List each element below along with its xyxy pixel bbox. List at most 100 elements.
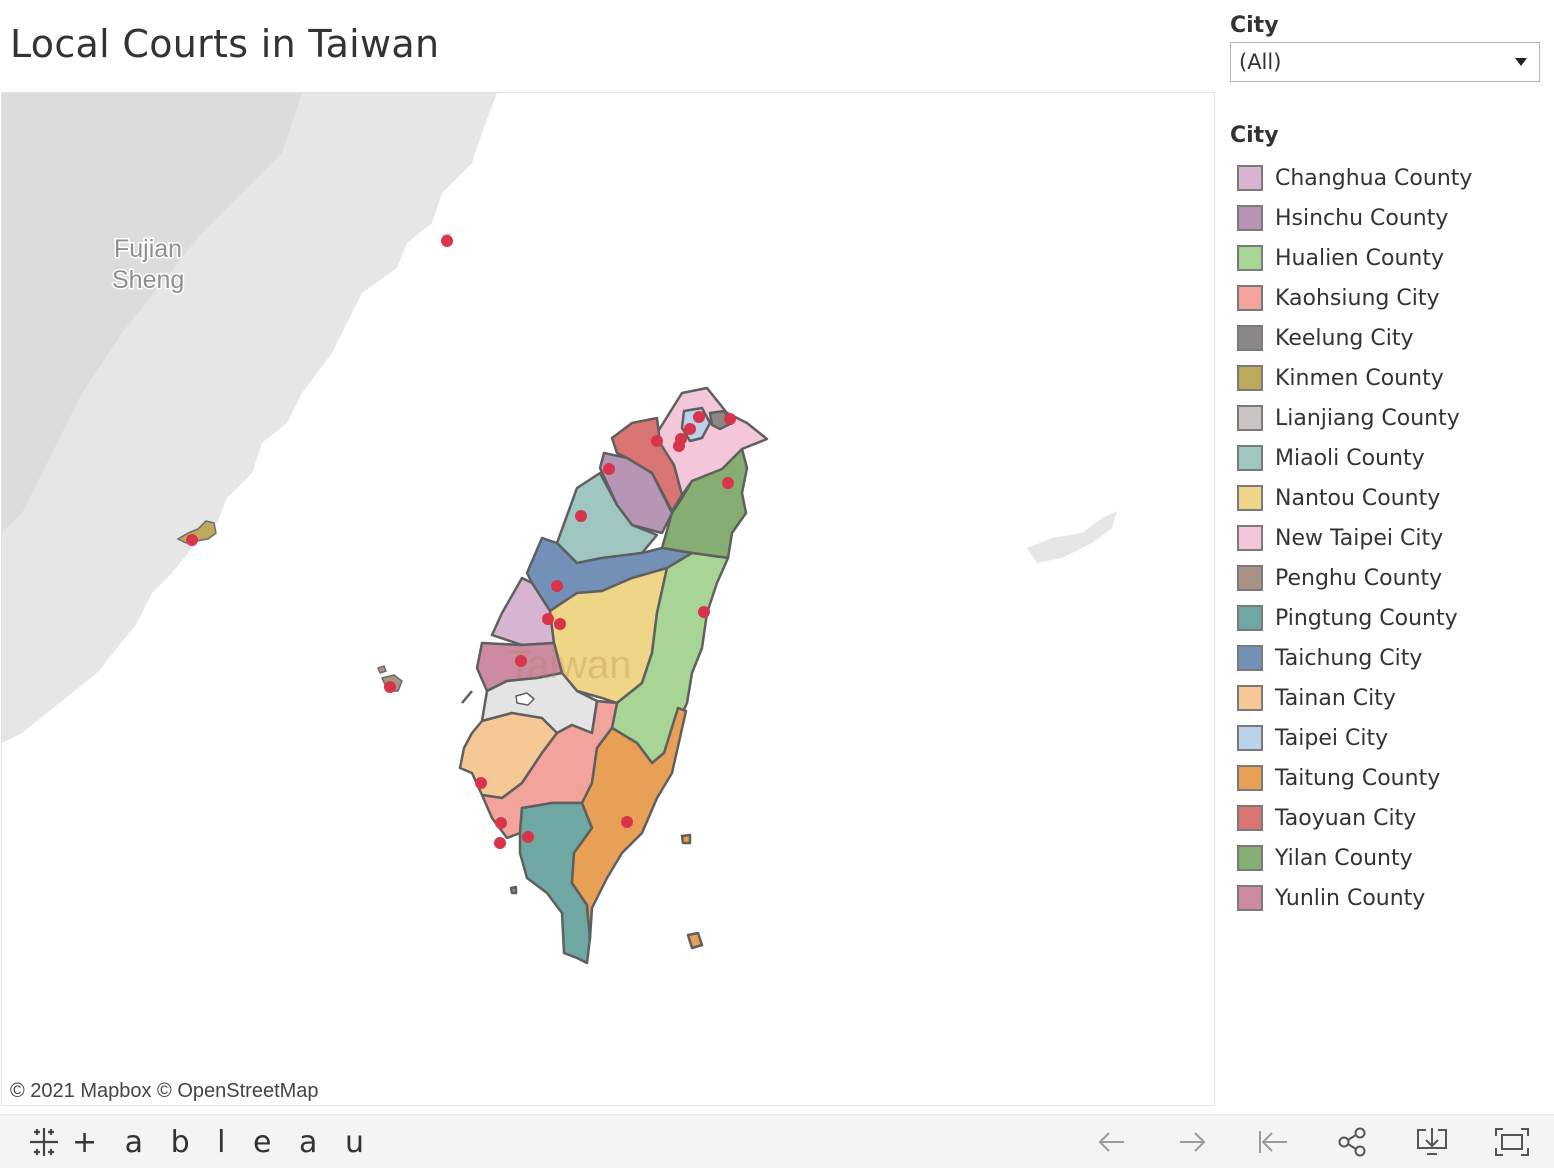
court-marker[interactable] (186, 534, 198, 546)
legend-swatch (1237, 845, 1263, 871)
tableau-logo[interactable]: + a b l e a u (26, 1124, 373, 1160)
court-marker[interactable] (475, 777, 487, 789)
legend-swatch (1237, 165, 1263, 191)
court-marker[interactable] (441, 235, 453, 247)
legend-swatch (1237, 485, 1263, 511)
legend-item[interactable]: Nantou County (1230, 478, 1544, 518)
fullscreen-button[interactable] (1492, 1123, 1532, 1161)
undo-icon (1098, 1132, 1124, 1152)
legend-item[interactable]: Changhua County (1230, 158, 1544, 198)
map-attribution[interactable]: © 2021 Mapbox © OpenStreetMap (6, 1080, 323, 1103)
chevron-down-icon (1515, 58, 1527, 66)
legend-label: Nantou County (1275, 485, 1441, 511)
legend-swatch (1237, 885, 1263, 911)
court-marker[interactable] (722, 477, 734, 489)
legend-label: New Taipei City (1275, 525, 1444, 551)
green-island (680, 833, 692, 845)
legend-label: Taitung County (1275, 765, 1441, 791)
map-view[interactable]: Fujian Sheng Taiwan (1, 92, 1215, 1106)
legend-swatch (1237, 765, 1263, 791)
legend-item[interactable]: Yilan County (1230, 838, 1544, 878)
legend-label: Pingtung County (1275, 605, 1458, 631)
legend-item[interactable]: Pingtung County (1230, 598, 1544, 638)
map-label-province-line1: Fujian (114, 235, 182, 263)
court-marker[interactable] (494, 837, 506, 849)
court-marker[interactable] (603, 463, 615, 475)
taiwan-regions (458, 386, 769, 965)
court-marker[interactable] (684, 423, 696, 435)
fullscreen-icon (1495, 1128, 1529, 1156)
legend-swatch (1237, 405, 1263, 431)
region-yilan[interactable] (660, 447, 749, 560)
court-marker[interactable] (651, 435, 663, 447)
undo-button[interactable] (1092, 1123, 1132, 1161)
legend-item[interactable]: Penghu County (1230, 558, 1544, 598)
legend-swatch (1237, 565, 1263, 591)
tableau-wordmark: + a b l e a u (72, 1124, 373, 1160)
penghu-islet (377, 665, 387, 674)
region-hsinchu[interactable] (598, 451, 674, 535)
map-label-province-line2: Sheng (112, 266, 184, 294)
city-filter-dropdown[interactable]: (All) (1230, 42, 1540, 82)
legend-label: Tainan City (1275, 685, 1396, 711)
liuqiu-island (509, 885, 518, 895)
revert-button[interactable] (1253, 1123, 1293, 1161)
court-marker[interactable] (693, 411, 705, 423)
legend-swatch (1237, 365, 1263, 391)
legend-item[interactable]: Taitung County (1230, 758, 1544, 798)
legend-item[interactable]: Lianjiang County (1230, 398, 1544, 438)
legend-label: Hualien County (1275, 245, 1445, 271)
legend-label: Penghu County (1275, 565, 1443, 591)
court-marker[interactable] (554, 618, 566, 630)
legend-label: Hsinchu County (1275, 205, 1449, 231)
legend-item[interactable]: Kaohsiung City (1230, 278, 1544, 318)
legend-item[interactable]: Taoyuan City (1230, 798, 1544, 838)
revert-icon (1259, 1131, 1287, 1153)
legend-label: Kinmen County (1275, 365, 1444, 391)
legend-item[interactable]: Hualien County (1230, 238, 1544, 278)
legend-item[interactable]: Taipei City (1230, 718, 1544, 758)
court-marker[interactable] (495, 817, 507, 829)
court-marker[interactable] (551, 580, 563, 592)
city-filter-value: (All) (1239, 50, 1282, 74)
court-marker[interactable] (515, 655, 527, 667)
court-marker[interactable] (621, 816, 633, 828)
court-marker[interactable] (575, 510, 587, 522)
legend-swatch (1237, 725, 1263, 751)
court-marker[interactable] (724, 413, 736, 425)
share-button[interactable] (1332, 1123, 1372, 1161)
legend-item[interactable]: Hsinchu County (1230, 198, 1544, 238)
legend-item[interactable]: Kinmen County (1230, 358, 1544, 398)
toolbar: + a b l e a u (0, 1114, 1554, 1168)
chiayi-city (515, 692, 535, 706)
legend-label: Miaoli County (1275, 445, 1425, 471)
legend-swatch (1237, 245, 1263, 271)
map-canvas[interactable]: Fujian Sheng Taiwan (2, 93, 1215, 1106)
legend-item[interactable]: New Taipei City (1230, 518, 1544, 558)
download-button[interactable] (1412, 1123, 1452, 1161)
orchid-island (686, 931, 704, 950)
court-marker[interactable] (698, 606, 710, 618)
legend-swatch (1237, 285, 1263, 311)
legend-swatch (1237, 325, 1263, 351)
map-label-island: Taiwan (507, 643, 632, 687)
legend-swatch (1237, 685, 1263, 711)
court-marker[interactable] (673, 440, 685, 452)
redo-icon (1180, 1132, 1206, 1152)
legend-item[interactable]: Taichung City (1230, 638, 1544, 678)
court-marker[interactable] (384, 681, 396, 693)
legend-swatch (1237, 445, 1263, 471)
redo-button[interactable] (1172, 1123, 1212, 1161)
legend-item[interactable]: Keelung City (1230, 318, 1544, 358)
download-icon (1417, 1128, 1447, 1155)
legend-label: Taoyuan City (1275, 805, 1417, 831)
court-markers (186, 235, 736, 849)
ryukyu-island (1027, 511, 1117, 563)
legend-item[interactable]: Yunlin County (1230, 878, 1544, 918)
court-marker[interactable] (542, 613, 554, 625)
legend-item[interactable]: Miaoli County (1230, 438, 1544, 478)
legend-label: Yilan County (1275, 845, 1413, 871)
court-marker[interactable] (522, 831, 534, 843)
legend-item[interactable]: Tainan City (1230, 678, 1544, 718)
